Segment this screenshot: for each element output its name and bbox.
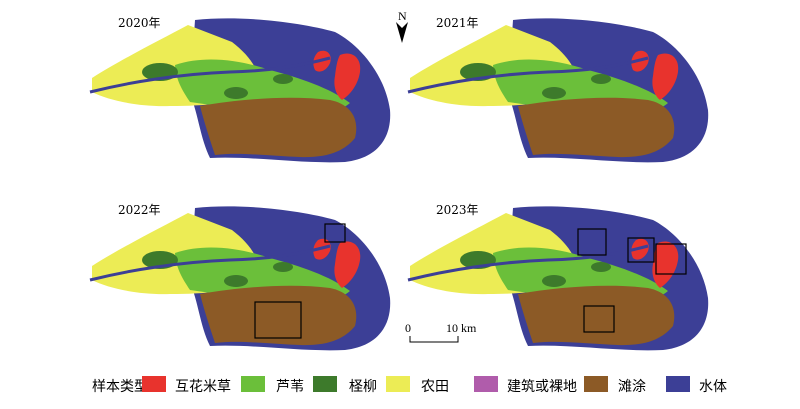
map-panel-2022 [88,204,392,352]
legend-swatch-built [474,376,498,392]
legend-swatch-water [666,376,690,392]
legend-label-reed: 芦苇 [276,379,304,395]
legend-label-tidalflat: 滩涂 [618,379,646,395]
highlight-box [254,301,302,339]
highlight-box [577,228,607,256]
year-label-2021: 2021年 [436,16,479,30]
highlight-box [324,223,346,243]
legend-swatch-tamarisk [313,376,337,392]
legend-swatch-reed [241,376,265,392]
legend-label-spartina: 互花米草 [175,379,231,395]
highlight-box [627,237,655,263]
legend-swatch-tidalflat [584,376,608,392]
map-panel-2020 [88,16,392,164]
map-panel-2023 [406,204,710,352]
scale-bar: 0 10 km [405,321,477,343]
legend-label-farmland: 农田 [421,379,449,395]
highlight-box [583,305,615,333]
legend-label-water: 水体 [699,379,727,395]
scale-start-label: 0 [405,321,411,335]
highlight-box [655,243,687,275]
year-label-2023: 2023年 [436,203,479,217]
legend-label-built: 建筑或裸地 [507,379,577,395]
scale-end-label: 10 km [446,321,477,335]
north-arrow-icon [396,22,408,43]
north-label: N [398,9,407,23]
map-panel-2021 [396,16,710,164]
legend-swatch-spartina [142,376,166,392]
legend-label-tamarisk: 柽柳 [349,378,377,395]
legend-swatch-farmland [386,376,410,392]
legend: 样本类型 互花米草 芦苇 柽柳 农田 建筑或裸地 滩涂 水体 [92,376,727,395]
year-label-2020: 2020年 [118,16,161,30]
legend-title: 样本类型 [92,379,148,395]
year-label-2022: 2022年 [118,203,161,217]
